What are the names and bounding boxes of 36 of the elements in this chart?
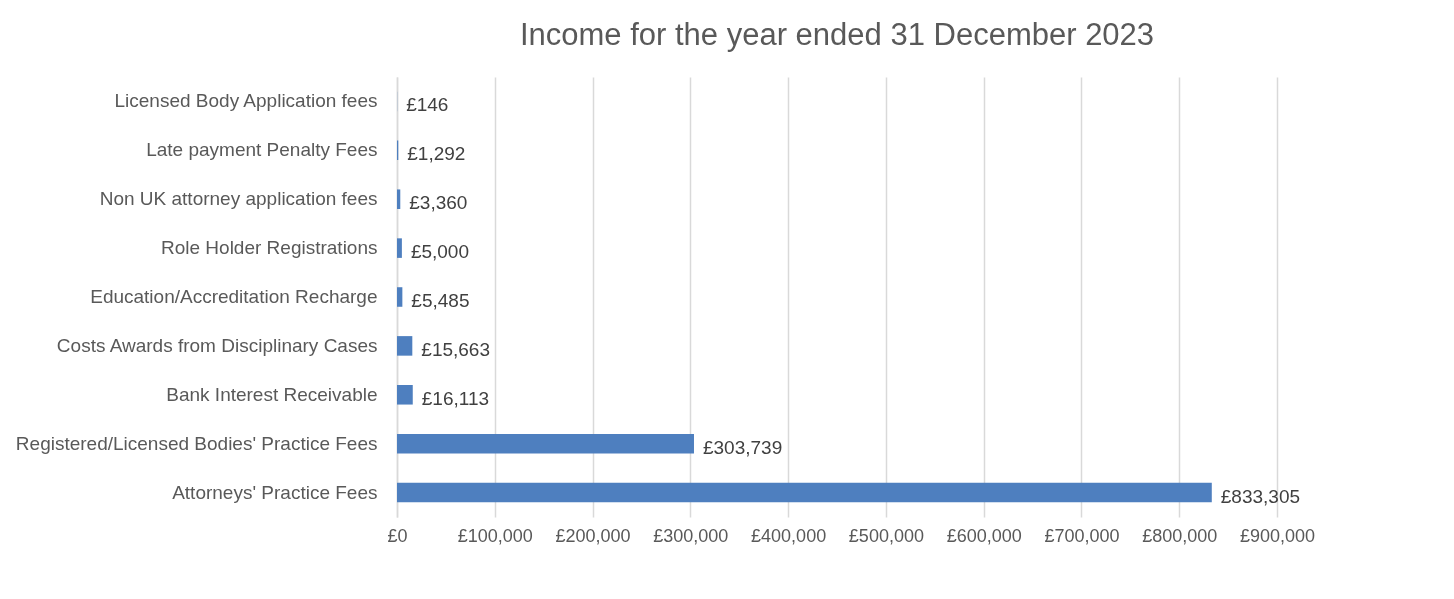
x-tick-label: £800,000 [1142,525,1218,546]
data-label: £5,000 [410,241,470,263]
data-label: £5,485 [411,290,470,311]
bar [397,482,1212,503]
data-label: £833,305 [1220,485,1301,507]
chart-title: Income for the year ended 31 December 2023 [519,17,1155,52]
bar [397,385,413,405]
y-tick-label: Attorneys' Practice Fees [172,481,378,503]
data-label: £16,113 [421,387,490,409]
data-label: £3,360 [409,192,468,214]
y-tick-label: Registered/Licensed Bodies' Practice Fees [15,432,378,454]
y-tick-label: Bank Interest Receivable [166,383,378,405]
bar [397,189,401,209]
x-tick-label: £0 [387,525,408,546]
bar [397,336,413,356]
data-label: £146 [406,94,449,116]
x-tick-label: £200,000 [555,525,631,546]
y-tick-label: Non UK attorney application fees [99,188,378,210]
x-tick-label: £600,000 [946,525,1022,546]
x-tick-label: £500,000 [848,525,924,546]
bar [397,238,402,258]
x-tick-label: £900,000 [1239,525,1316,546]
data-label: £1,292 [407,143,466,165]
x-tick-label: £100,000 [457,525,533,546]
data-label: £15,663 [421,338,490,360]
y-tick-label: Licensed Body Application fees [114,90,378,112]
y-tick-label: Role Holder Registrations [161,237,378,259]
y-tick-label: Education/Accreditation Recharge [90,286,378,307]
x-tick-label: £700,000 [1044,525,1120,546]
data-label: £303,739 [702,436,783,458]
x-tick-label: £300,000 [653,525,729,546]
y-tick-label: Costs Awards from Disciplinary Cases [56,334,378,356]
x-tick-label: £400,000 [751,525,827,546]
y-tick-label: Late payment Penalty Fees [146,139,378,161]
bar [397,433,694,454]
bar [397,287,403,307]
